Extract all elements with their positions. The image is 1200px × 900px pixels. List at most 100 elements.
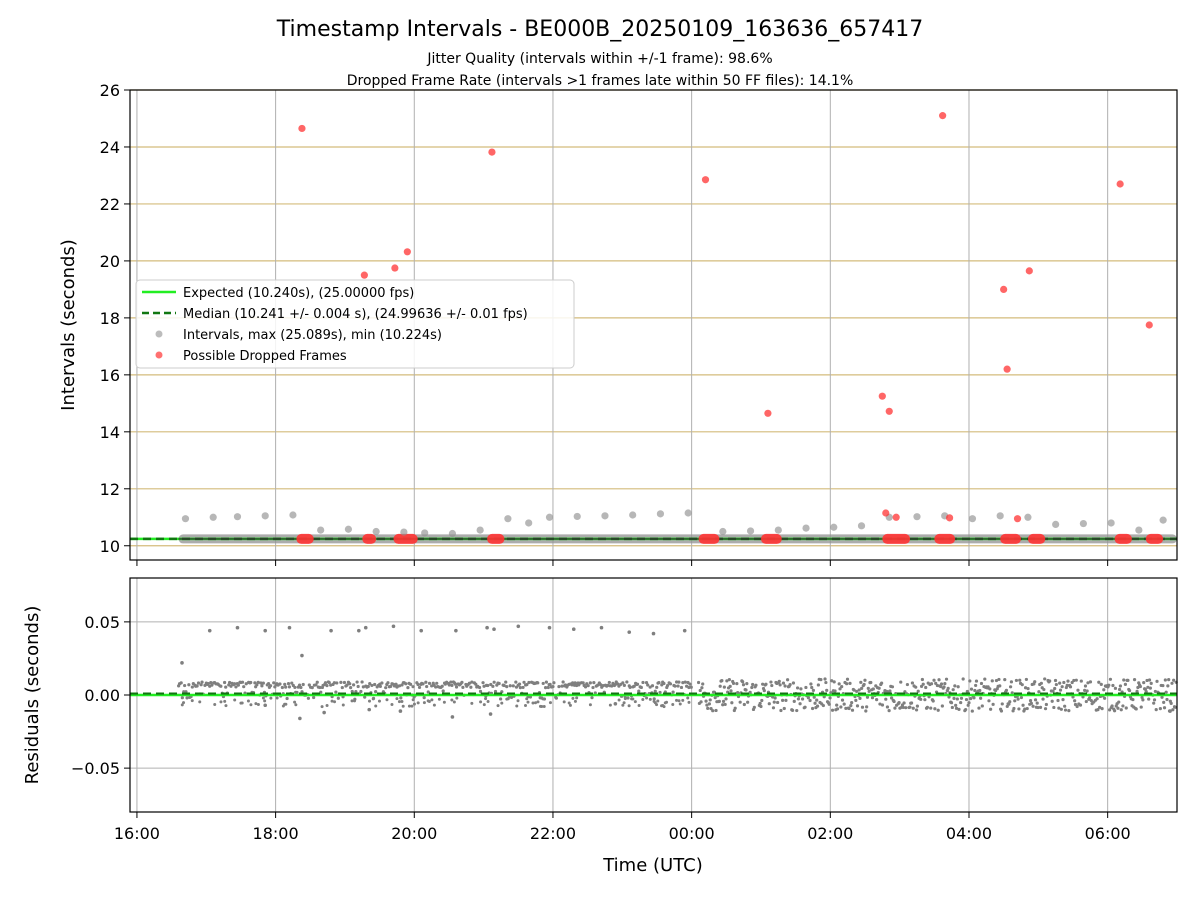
- residual-point: [283, 682, 287, 686]
- residual-point: [1155, 679, 1159, 683]
- residual-point: [416, 682, 420, 687]
- interval-point: [1079, 519, 1087, 528]
- dropped-frame-point: [403, 248, 411, 256]
- residual-point: [946, 686, 950, 690]
- residual-point: [1127, 688, 1132, 693]
- residual-point: [970, 709, 974, 713]
- interval-point: [774, 526, 782, 534]
- residual-point: [804, 685, 808, 690]
- residual-point: [1086, 681, 1090, 685]
- residual-point: [190, 699, 194, 703]
- residual-point: [546, 685, 550, 690]
- residual-point: [1167, 678, 1171, 682]
- residual-point: [1135, 689, 1139, 693]
- residual-outlier-point: [235, 625, 240, 630]
- residual-point: [1121, 704, 1125, 708]
- residual-point: [1142, 680, 1146, 685]
- residual-point: [751, 682, 755, 687]
- residual-point: [880, 703, 885, 707]
- residual-point: [1112, 709, 1117, 713]
- residual-point: [400, 700, 404, 704]
- residual-point: [500, 701, 504, 705]
- residual-point: [1048, 679, 1052, 683]
- residual-point: [183, 683, 187, 688]
- residual-outlier-point: [613, 701, 618, 706]
- residual-point: [200, 680, 204, 684]
- residual-point: [301, 682, 305, 687]
- residual-point: [875, 698, 879, 702]
- residual-point: [320, 705, 324, 709]
- residual-point: [219, 700, 223, 704]
- dropped-frame-point: [1116, 180, 1124, 188]
- residual-point: [588, 681, 592, 685]
- residual-point: [908, 705, 912, 709]
- residual-point: [341, 703, 345, 707]
- residual-point: [979, 681, 984, 686]
- residual-point: [1102, 688, 1106, 692]
- residual-point: [223, 699, 227, 703]
- residual-point: [650, 684, 655, 688]
- intervals-y-ticks: 10 12 14 16 18 20 22 24 26: [100, 81, 130, 556]
- residual-point: [410, 704, 414, 708]
- residual-point: [334, 690, 338, 694]
- residual-point: [921, 682, 925, 686]
- residual-point: [1153, 689, 1157, 694]
- interval-point: [233, 513, 242, 521]
- residuals-y-ticks: 0.05 0.00 −0.05: [71, 613, 130, 778]
- residual-point: [633, 700, 637, 704]
- residual-point: [481, 681, 485, 685]
- interval-point: [629, 511, 637, 519]
- dropped-frames-cluster: [1000, 533, 1021, 544]
- residual-point: [437, 697, 441, 701]
- residual-point: [229, 684, 233, 688]
- residual-point: [1103, 696, 1107, 700]
- residual-point: [1158, 707, 1162, 711]
- residual-point: [256, 680, 260, 684]
- intervals-y-tick-label: 16: [100, 366, 120, 385]
- residual-point: [830, 708, 835, 712]
- residual-point: [687, 685, 691, 690]
- residual-point: [514, 680, 518, 684]
- residual-point: [261, 681, 265, 685]
- residual-point: [909, 701, 914, 705]
- intervals-y-tick-label: 24: [100, 138, 120, 157]
- residual-point: [966, 703, 970, 707]
- residual-point: [718, 684, 722, 688]
- dropped-frame-point: [1013, 515, 1022, 523]
- residual-point: [631, 697, 635, 701]
- residual-point: [791, 681, 796, 685]
- residual-point: [665, 683, 670, 688]
- residual-point: [741, 680, 745, 684]
- residual-point: [759, 704, 763, 709]
- residual-point: [687, 700, 691, 704]
- residual-point: [1075, 704, 1079, 709]
- residual-point: [185, 696, 189, 700]
- residual-point: [551, 684, 555, 689]
- residual-point: [223, 680, 227, 685]
- residual-outlier-point: [357, 628, 361, 633]
- residual-point: [939, 684, 943, 689]
- residual-point: [571, 696, 575, 700]
- residual-point: [336, 696, 340, 700]
- residual-point: [272, 681, 276, 685]
- residual-point: [803, 705, 807, 709]
- residual-point: [380, 681, 384, 685]
- residual-point: [1099, 682, 1103, 686]
- residual-point: [860, 705, 865, 709]
- residual-point: [1063, 708, 1068, 712]
- residual-point: [1119, 708, 1123, 712]
- residual-point: [509, 695, 514, 699]
- residual-point: [1111, 683, 1115, 688]
- residual-point: [417, 685, 422, 690]
- residual-point: [1089, 698, 1093, 703]
- residual-point: [524, 703, 528, 707]
- residual-point: [865, 695, 870, 699]
- residual-point: [897, 701, 901, 705]
- residual-point: [256, 702, 260, 706]
- residual-point: [964, 707, 968, 712]
- residual-point: [1146, 685, 1150, 689]
- residual-point: [679, 685, 684, 690]
- residual-point: [450, 683, 454, 687]
- residual-outlier-point: [363, 625, 368, 630]
- residual-point: [1058, 688, 1063, 692]
